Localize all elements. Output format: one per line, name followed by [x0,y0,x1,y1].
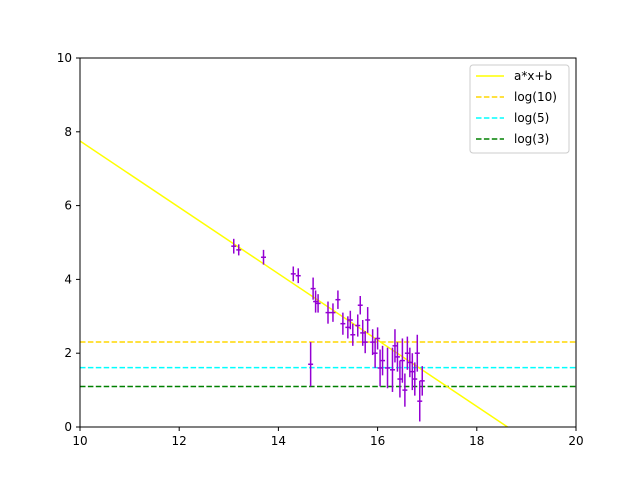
data-point [236,244,242,256]
data-point [414,334,420,372]
data-point [372,338,378,368]
data-point [385,347,390,389]
data-point [295,268,301,284]
y-tick-label: 10 [57,51,72,65]
data-point [394,342,400,372]
legend-label: log(5) [514,111,549,125]
data-point [231,238,237,254]
data-point [399,338,405,383]
y-tick-label: 8 [64,125,72,139]
axes-frame [79,57,577,428]
data-point [308,342,314,387]
fit-line [80,140,508,427]
data-point [417,380,423,422]
data-point [370,329,376,356]
data-point [390,347,395,392]
y-tick-label: 6 [64,199,72,213]
data-point [347,310,353,330]
x-tick-label: 10 [72,434,87,448]
data-point [330,303,336,322]
legend-label: log(10) [514,90,557,104]
data-point [362,331,368,354]
y-tick-label: 0 [64,420,72,434]
x-tick-label: 12 [172,434,187,448]
data-point [380,345,386,376]
data-point [357,296,363,315]
data-point [409,353,415,391]
data-point [404,336,410,370]
y-tick-label: 2 [64,346,72,360]
y-axis: 0 2 4 6 8 10 [57,51,80,434]
legend-box [469,64,570,154]
data-point [340,312,346,335]
data-point [313,290,319,313]
legend: a*x+b log(10) log(5) log(3) [469,64,570,154]
data-point [375,327,381,350]
x-tick-label: 14 [271,434,286,448]
data-point [419,366,425,396]
data-point [350,323,356,346]
data-point [397,360,403,398]
data-point [355,314,361,337]
x-tick-label: 18 [469,434,484,448]
data-point [310,277,316,300]
x-tick-label: 16 [370,434,385,448]
legend-label: a*x+b [514,69,552,83]
x-tick-label: 20 [568,434,583,448]
data-point [290,266,296,282]
legend-label: log(3) [514,132,549,146]
data-point [377,349,383,387]
data-point [325,301,331,324]
data-point [335,290,341,309]
data-point [412,362,418,396]
data-point [365,307,371,333]
data-point [261,249,266,265]
x-axis: 10 12 14 16 18 20 [72,427,584,448]
data-point [402,373,408,407]
plot-area-content [80,140,576,427]
data-point [315,294,321,313]
y-tick-label: 4 [64,272,72,286]
